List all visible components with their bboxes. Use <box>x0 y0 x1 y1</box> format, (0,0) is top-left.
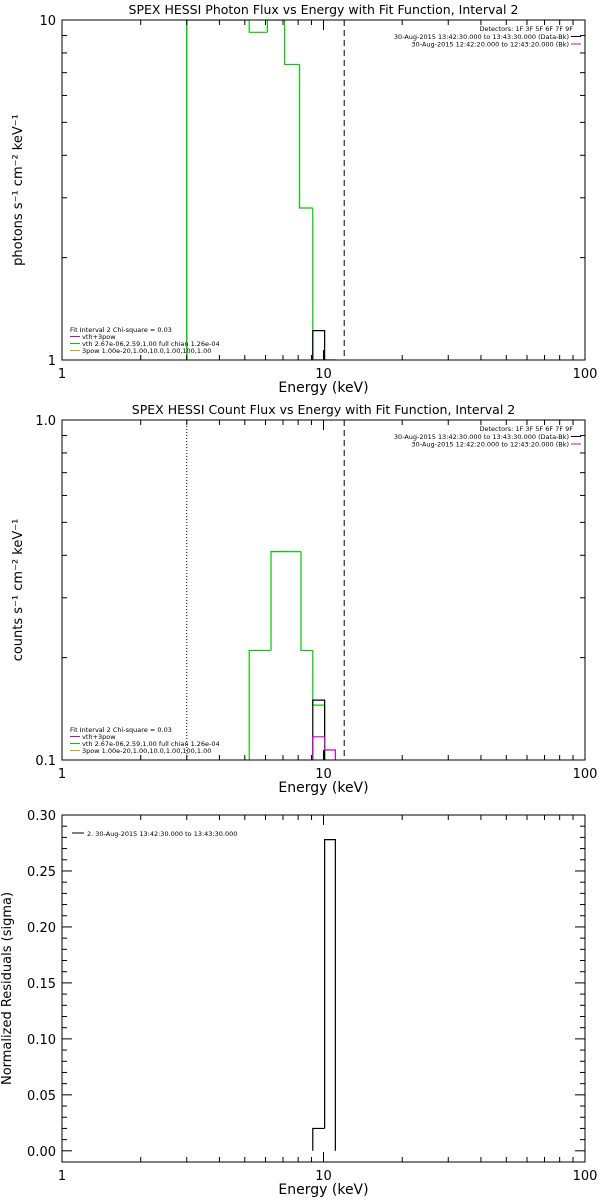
x-tick-label: 100 <box>573 1169 598 1184</box>
step-bin <box>312 699 326 760</box>
y-tick-label: 0.00 <box>27 1145 56 1160</box>
step-bin <box>186 20 250 360</box>
step-bin <box>312 1127 325 1151</box>
step-bin <box>324 839 336 1151</box>
chart-panel-3: 1 10 100 Energy (keV) 0.00 0.05 0.10 0.15 0.20 0.… <box>0 809 597 1198</box>
y-axis-label: counts s⁻¹ cm⁻² keV⁻¹ <box>11 519 26 662</box>
step-bin <box>284 20 300 66</box>
x-tick-label: 10 <box>315 367 332 382</box>
detectors-label: Detectors: 1F 3F 5F 6F 7F 9F <box>479 25 573 33</box>
legend-entry: vth+3pow <box>82 333 116 341</box>
plot-area <box>312 839 336 1151</box>
series-2-30-aug-2015-13-42-30-000-to-13-43-30-000 <box>312 839 336 1151</box>
legend-entry: 30-Aug-2015 12:42:20.000 to 12:43:20.000… <box>412 441 569 449</box>
y-tick-label: 0.30 <box>27 809 56 824</box>
x-tick-label: 10 <box>315 767 332 782</box>
legend-entry: vth 2.67e-06,2.59,1.00 full chian 1.26e-… <box>82 340 220 348</box>
y-tick-label: 1 <box>48 354 56 369</box>
legend-entry: 30-Aug-2015 13:42:30.000 to 13:43:30.000… <box>394 433 569 441</box>
x-tick-label: 10 <box>315 1169 332 1184</box>
y-tick-label: 1.0 <box>35 414 56 429</box>
plot-area <box>186 420 345 760</box>
plot-area <box>186 20 345 360</box>
plot-frame <box>61 419 586 761</box>
chart-title: SPEX HESSI Count Flux vs Energy with Fit… <box>132 402 515 417</box>
y-tick-label: 10 <box>39 14 56 29</box>
legend-entry: 30-Aug-2015 13:42:30.000 to 13:43:30.000… <box>394 33 569 41</box>
y-tick-label: 0.15 <box>27 977 56 992</box>
step-bin <box>324 736 336 760</box>
legend-entry: 3pow 1.00e-20,1.00,10.0,1.00,100,1.00 <box>82 747 211 755</box>
chart-title: SPEX HESSI Photon Flux vs Energy with Fi… <box>129 2 519 17</box>
detectors-label: Detectors: 1F 3F 5F 6F 7F 9F <box>479 425 573 433</box>
series-data <box>312 330 326 360</box>
fit-info-header: Fit Interval 2 Chi-square = 0.03 <box>70 726 172 734</box>
x-tick-label: 1 <box>58 367 66 382</box>
step-bin <box>298 64 313 209</box>
step-bin <box>248 20 268 33</box>
fit-info-header: Fit Interval 2 Chi-square = 0.03 <box>70 326 172 334</box>
chart-panel-1: 1 10 100 Energy (keV) 1 10 photons s⁻¹ cm⁻² ke… <box>11 2 597 396</box>
legend-entry: 30-Aug-2015 12:42:20.000 to 12:43:20.000… <box>412 41 569 49</box>
step-bin <box>312 650 326 760</box>
x-axis-label: Energy (keV) <box>278 1182 368 1198</box>
step-bin <box>248 649 272 760</box>
x-axis-label: Energy (keV) <box>278 380 368 396</box>
x-tick-label: 100 <box>573 767 598 782</box>
step-bin <box>312 207 325 360</box>
step-bin <box>312 330 326 360</box>
chart-panel-2: 1 10 100 Energy (keV) 0.1 1.0 counts s⁻¹ cm⁻² … <box>11 402 597 796</box>
y-tick-label: 0.10 <box>27 1033 56 1048</box>
x-axis-label: Energy (keV) <box>278 780 368 796</box>
y-tick-label: 0.20 <box>27 921 56 936</box>
x-tick-label: 100 <box>573 367 598 382</box>
legend-entry: 2. 30-Aug-2015 13:42:30.000 to 13:43:30.… <box>87 830 237 838</box>
legend-entry: vth 2.67e-06,2.59,1.00 full chian 1.26e-… <box>82 740 220 748</box>
y-tick-label: 0.1 <box>35 754 56 769</box>
step-bin <box>300 551 313 652</box>
plot-frame <box>61 19 586 361</box>
x-tick-label: 1 <box>58 1169 66 1184</box>
y-tick-label: 0.25 <box>27 865 56 880</box>
series-bkg <box>312 736 336 760</box>
step-bin <box>266 20 285 33</box>
step-bin <box>270 551 288 651</box>
x-tick-label: 1 <box>58 767 66 782</box>
step-bin <box>312 736 325 760</box>
series-vth-3pow <box>186 20 336 360</box>
series-data <box>312 699 326 760</box>
y-tick-label: 0.05 <box>27 1089 56 1104</box>
y-axis-label: Normalized Residuals (sigma) <box>0 892 15 1085</box>
legend-entry: 3pow 1.00e-20,1.00,10.0,1.00,100,1.00 <box>82 347 211 355</box>
plot-frame <box>61 814 586 1163</box>
legend-entry: vth+3pow <box>82 733 116 741</box>
y-axis-label: photons s⁻¹ cm⁻² keV⁻¹ <box>11 114 26 266</box>
